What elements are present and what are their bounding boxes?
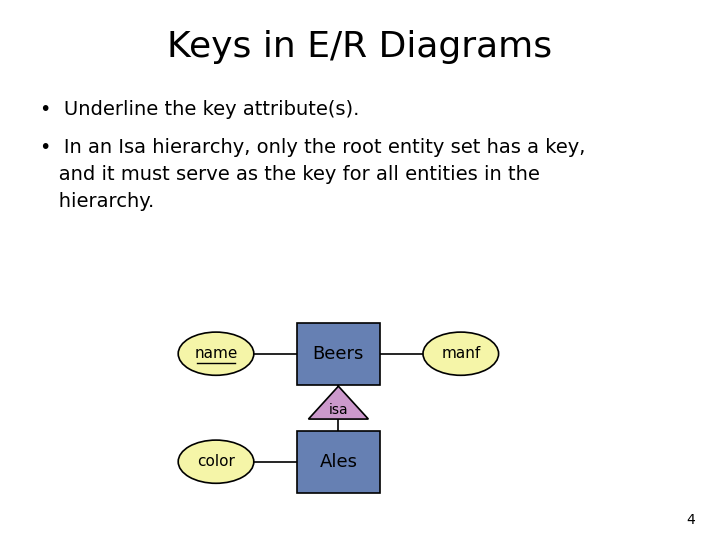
Text: name: name	[194, 346, 238, 361]
Ellipse shape	[423, 332, 498, 375]
Text: isa: isa	[328, 403, 348, 417]
Ellipse shape	[179, 332, 254, 375]
Text: •  Underline the key attribute(s).: • Underline the key attribute(s).	[40, 100, 359, 119]
Text: 4: 4	[686, 512, 695, 526]
Text: Ales: Ales	[320, 453, 357, 471]
Text: •  In an Isa hierarchy, only the root entity set has a key,: • In an Isa hierarchy, only the root ent…	[40, 138, 585, 157]
Text: Beers: Beers	[312, 345, 364, 363]
FancyBboxPatch shape	[297, 322, 380, 384]
Text: color: color	[197, 454, 235, 469]
FancyBboxPatch shape	[297, 431, 380, 492]
Text: hierarchy.: hierarchy.	[40, 192, 154, 211]
Text: manf: manf	[441, 346, 480, 361]
Ellipse shape	[179, 440, 254, 483]
Text: Keys in E/R Diagrams: Keys in E/R Diagrams	[168, 30, 552, 64]
Text: and it must serve as the key for all entities in the: and it must serve as the key for all ent…	[40, 165, 539, 184]
Polygon shape	[308, 386, 369, 419]
